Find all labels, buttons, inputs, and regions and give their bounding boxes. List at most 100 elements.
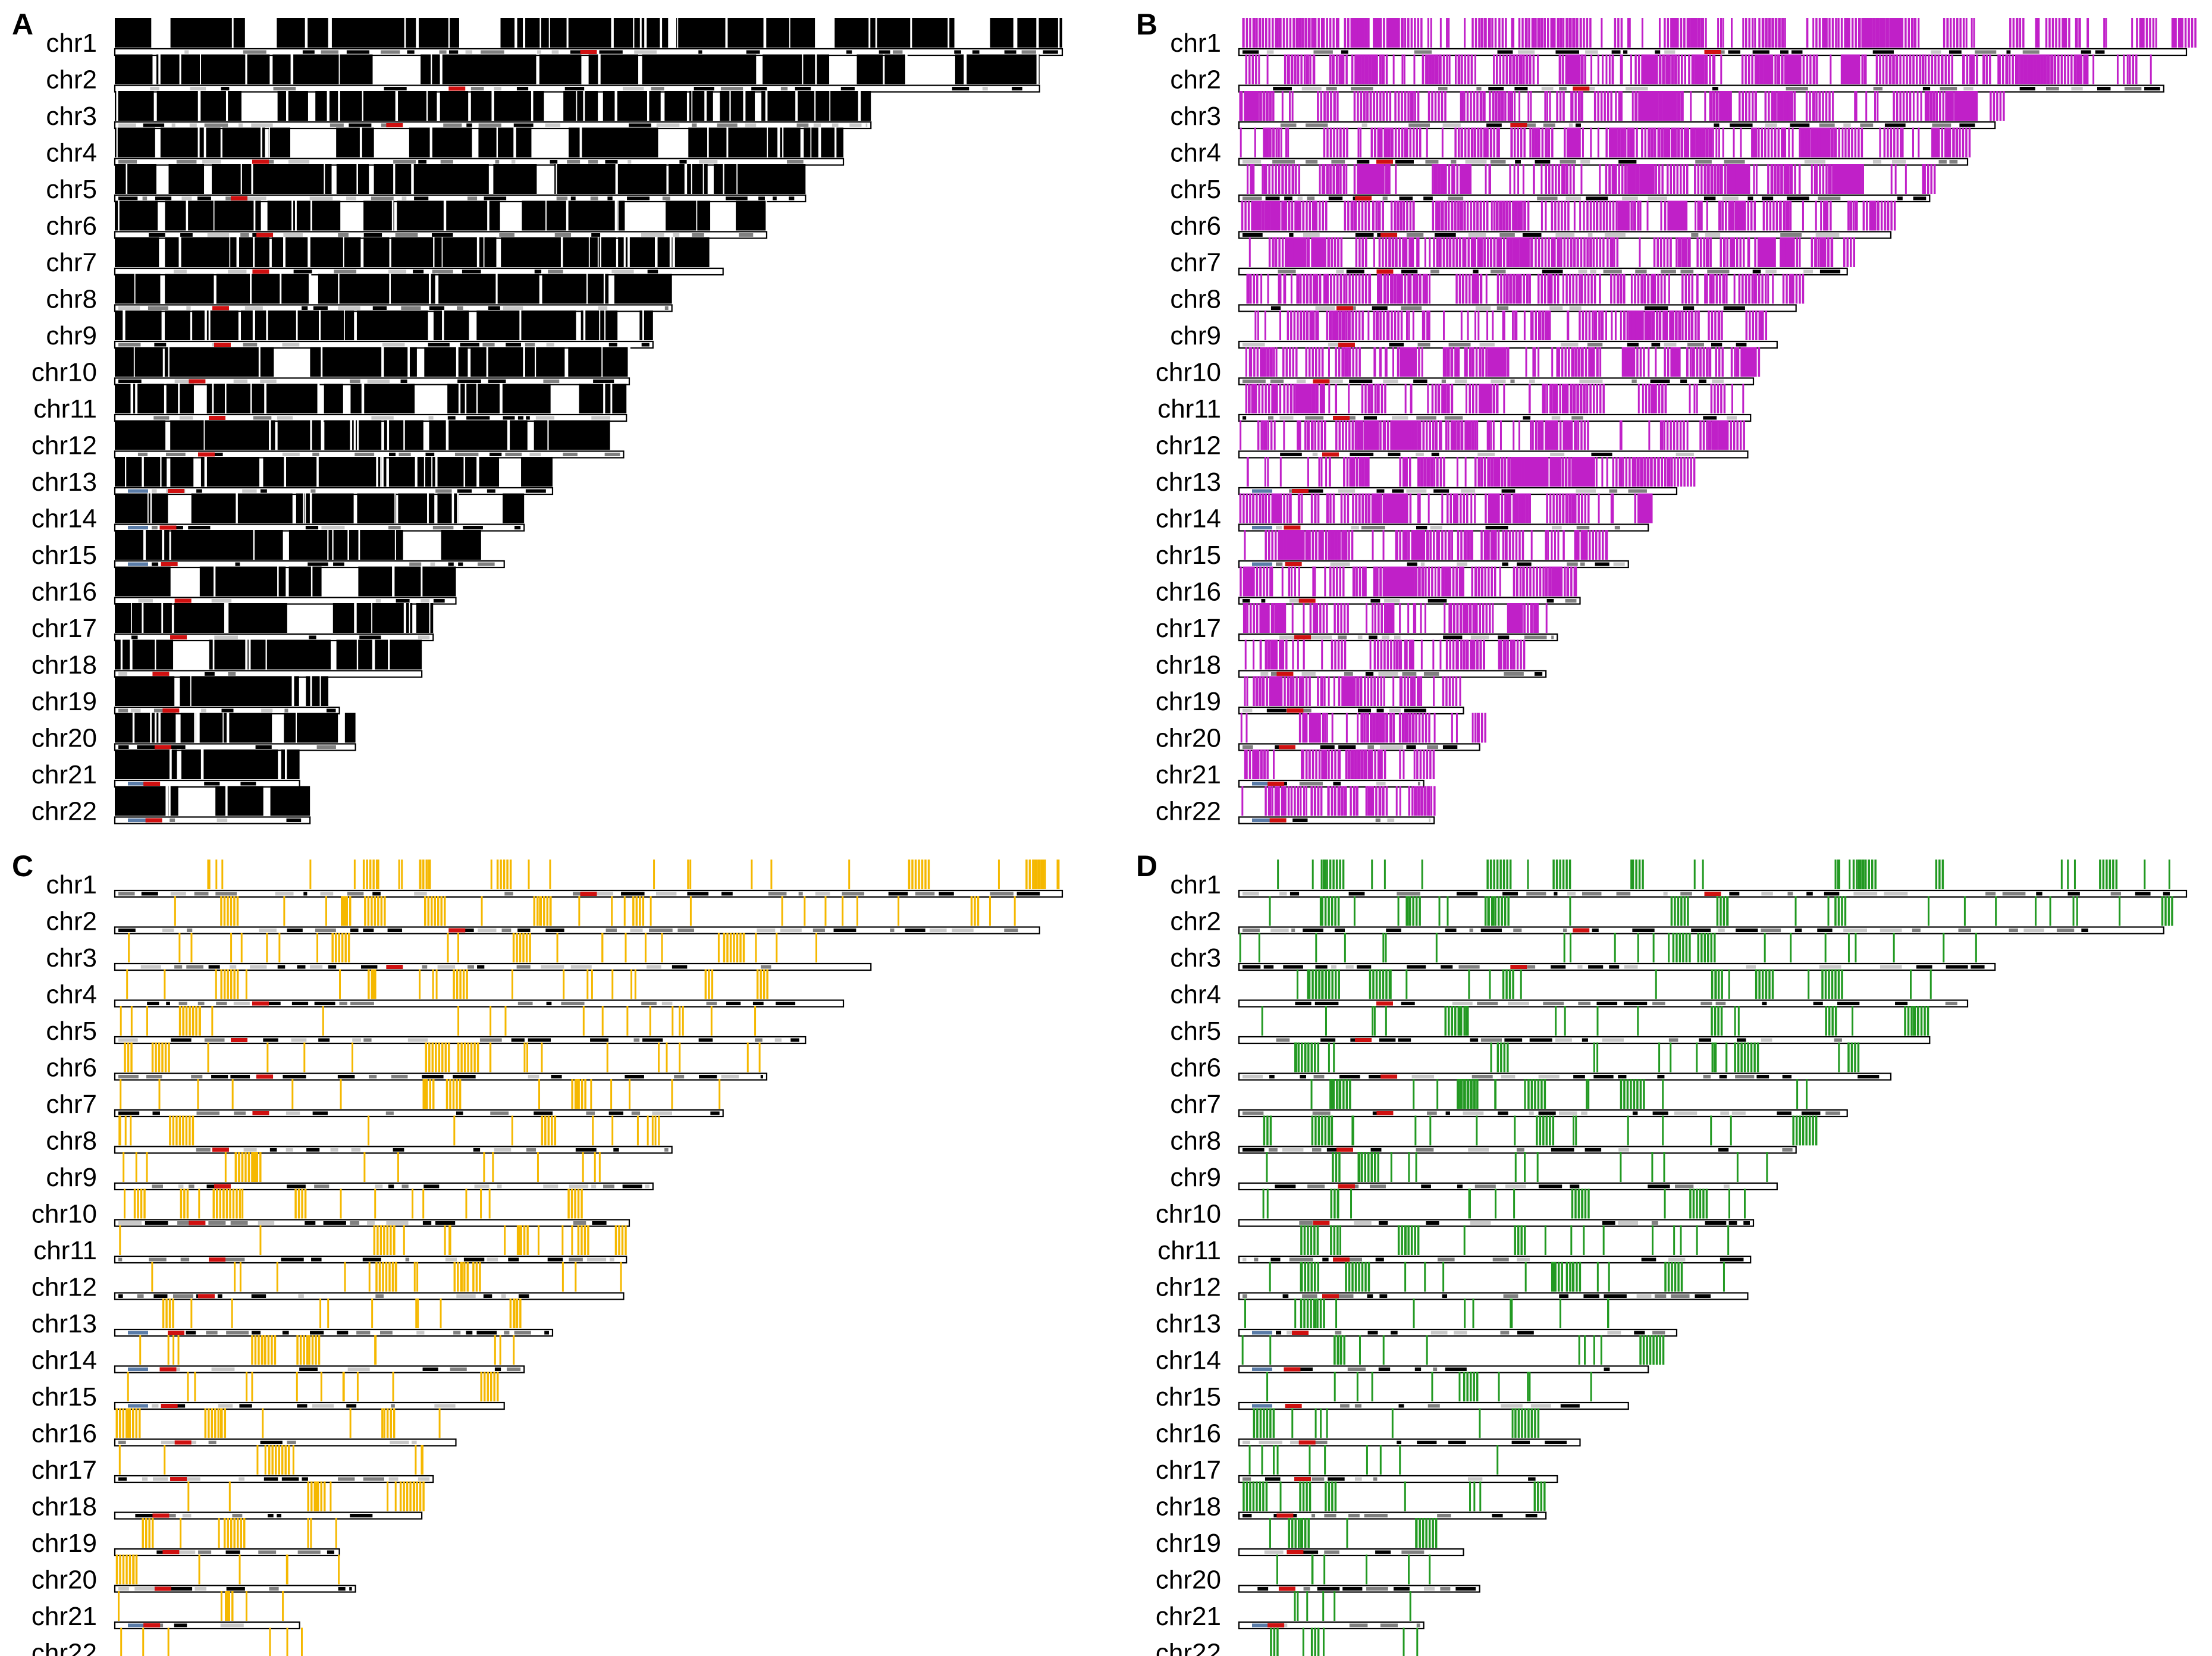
feature-mark <box>1394 91 1397 121</box>
feature-mark <box>1391 603 1393 633</box>
centromere <box>1292 489 1309 493</box>
feature-mark <box>1562 91 1565 121</box>
cytoband <box>1873 87 1883 90</box>
feature-mark <box>1518 91 1521 121</box>
feature-mark <box>1401 274 1403 304</box>
feature-mark <box>1577 530 1580 560</box>
feature-mark <box>1528 384 1530 413</box>
feature-mark <box>1488 18 1491 48</box>
cytoband <box>457 489 472 493</box>
feature-mark <box>1670 91 1673 121</box>
feature-mark <box>1709 91 1712 121</box>
feature-mark <box>1597 54 1599 84</box>
cytoband <box>593 380 614 383</box>
feature-mark <box>1642 164 1645 194</box>
feature-mark <box>1699 237 1702 267</box>
feature-block <box>642 54 757 84</box>
feature-mark <box>1667 164 1669 194</box>
feature-mark <box>1734 347 1736 377</box>
feature-mark <box>1699 18 1701 48</box>
cytoband <box>1604 233 1626 237</box>
feature-mark <box>1584 493 1587 523</box>
feature-mark <box>1462 237 1464 267</box>
cytoband <box>1441 380 1447 383</box>
feature-mark <box>1240 91 1243 121</box>
feature-mark <box>1620 18 1623 48</box>
feature-mark <box>1253 164 1255 194</box>
feature-mark <box>1328 347 1330 377</box>
feature-mark <box>1391 18 1394 48</box>
feature-mark <box>1611 310 1613 340</box>
feature-mark <box>1520 274 1522 304</box>
cytoband <box>1355 233 1374 237</box>
feature-mark <box>1394 566 1397 597</box>
feature-mark <box>1443 384 1445 413</box>
feature-block <box>270 786 310 816</box>
feature-mark <box>1369 54 1372 84</box>
feature-mark <box>1721 310 1723 340</box>
feature-mark <box>1948 91 1951 121</box>
feature-mark <box>1764 274 1767 304</box>
feature-mark <box>1589 18 1592 48</box>
feature-mark <box>1253 91 1255 121</box>
feature-mark <box>1248 384 1251 413</box>
feature-mark <box>1384 603 1386 633</box>
feature-mark <box>1493 200 1496 231</box>
feature-mark <box>1734 200 1737 231</box>
cytoband <box>482 343 495 347</box>
feature-mark <box>1244 566 1247 597</box>
feature-mark <box>1742 91 1744 121</box>
feature-mark <box>1318 457 1320 487</box>
feature-mark <box>1762 18 1765 48</box>
feature-mark <box>1307 237 1310 267</box>
feature-mark <box>1739 200 1742 231</box>
feature-mark <box>1508 200 1511 231</box>
feature-mark <box>1703 127 1706 158</box>
feature-mark <box>1850 237 1852 267</box>
feature-mark <box>1711 164 1714 194</box>
cytoband <box>284 708 288 713</box>
feature-mark <box>1541 127 1544 158</box>
cytoband <box>1565 196 1582 200</box>
feature-mark <box>1390 127 1393 158</box>
feature-mark <box>1514 457 1516 487</box>
feature-mark <box>1538 347 1540 377</box>
feature-mark <box>1627 200 1630 231</box>
feature-mark <box>1523 274 1525 304</box>
feature-mark <box>1477 274 1479 304</box>
feature-mark <box>1959 127 1961 158</box>
feature-mark <box>1444 347 1446 377</box>
feature-mark <box>1895 54 1898 84</box>
feature-mark <box>1400 566 1403 597</box>
cytoband <box>745 123 757 127</box>
feature-mark <box>1361 200 1364 231</box>
feature-mark <box>1874 200 1877 231</box>
feature-mark <box>1592 310 1594 340</box>
cytoband <box>1346 269 1364 274</box>
feature-mark <box>1592 530 1595 560</box>
cytoband <box>1279 416 1294 420</box>
feature-block <box>324 420 382 450</box>
feature-mark <box>1383 676 1385 706</box>
feature-mark <box>1746 347 1749 377</box>
feature-mark <box>1328 384 1331 413</box>
feature-mark <box>1819 127 1822 158</box>
feature-mark <box>1510 639 1513 670</box>
feature-mark <box>1466 164 1469 194</box>
feature-mark <box>1589 347 1592 377</box>
feature-mark <box>1946 91 1948 121</box>
feature-mark <box>1836 164 1839 194</box>
cytoband <box>511 160 516 164</box>
feature-mark <box>1777 164 1780 194</box>
feature-mark <box>1253 676 1255 706</box>
feature-mark <box>1390 639 1392 670</box>
feature-mark <box>2179 18 2181 48</box>
feature-mark <box>1263 127 1265 158</box>
feature-mark <box>1476 200 1479 231</box>
feature-mark <box>1275 676 1278 706</box>
cytoband <box>1728 50 1741 54</box>
feature-mark <box>1757 54 1759 84</box>
feature-mark <box>1721 420 1724 450</box>
feature-mark <box>1892 54 1894 84</box>
feature-mark <box>2017 54 2019 84</box>
